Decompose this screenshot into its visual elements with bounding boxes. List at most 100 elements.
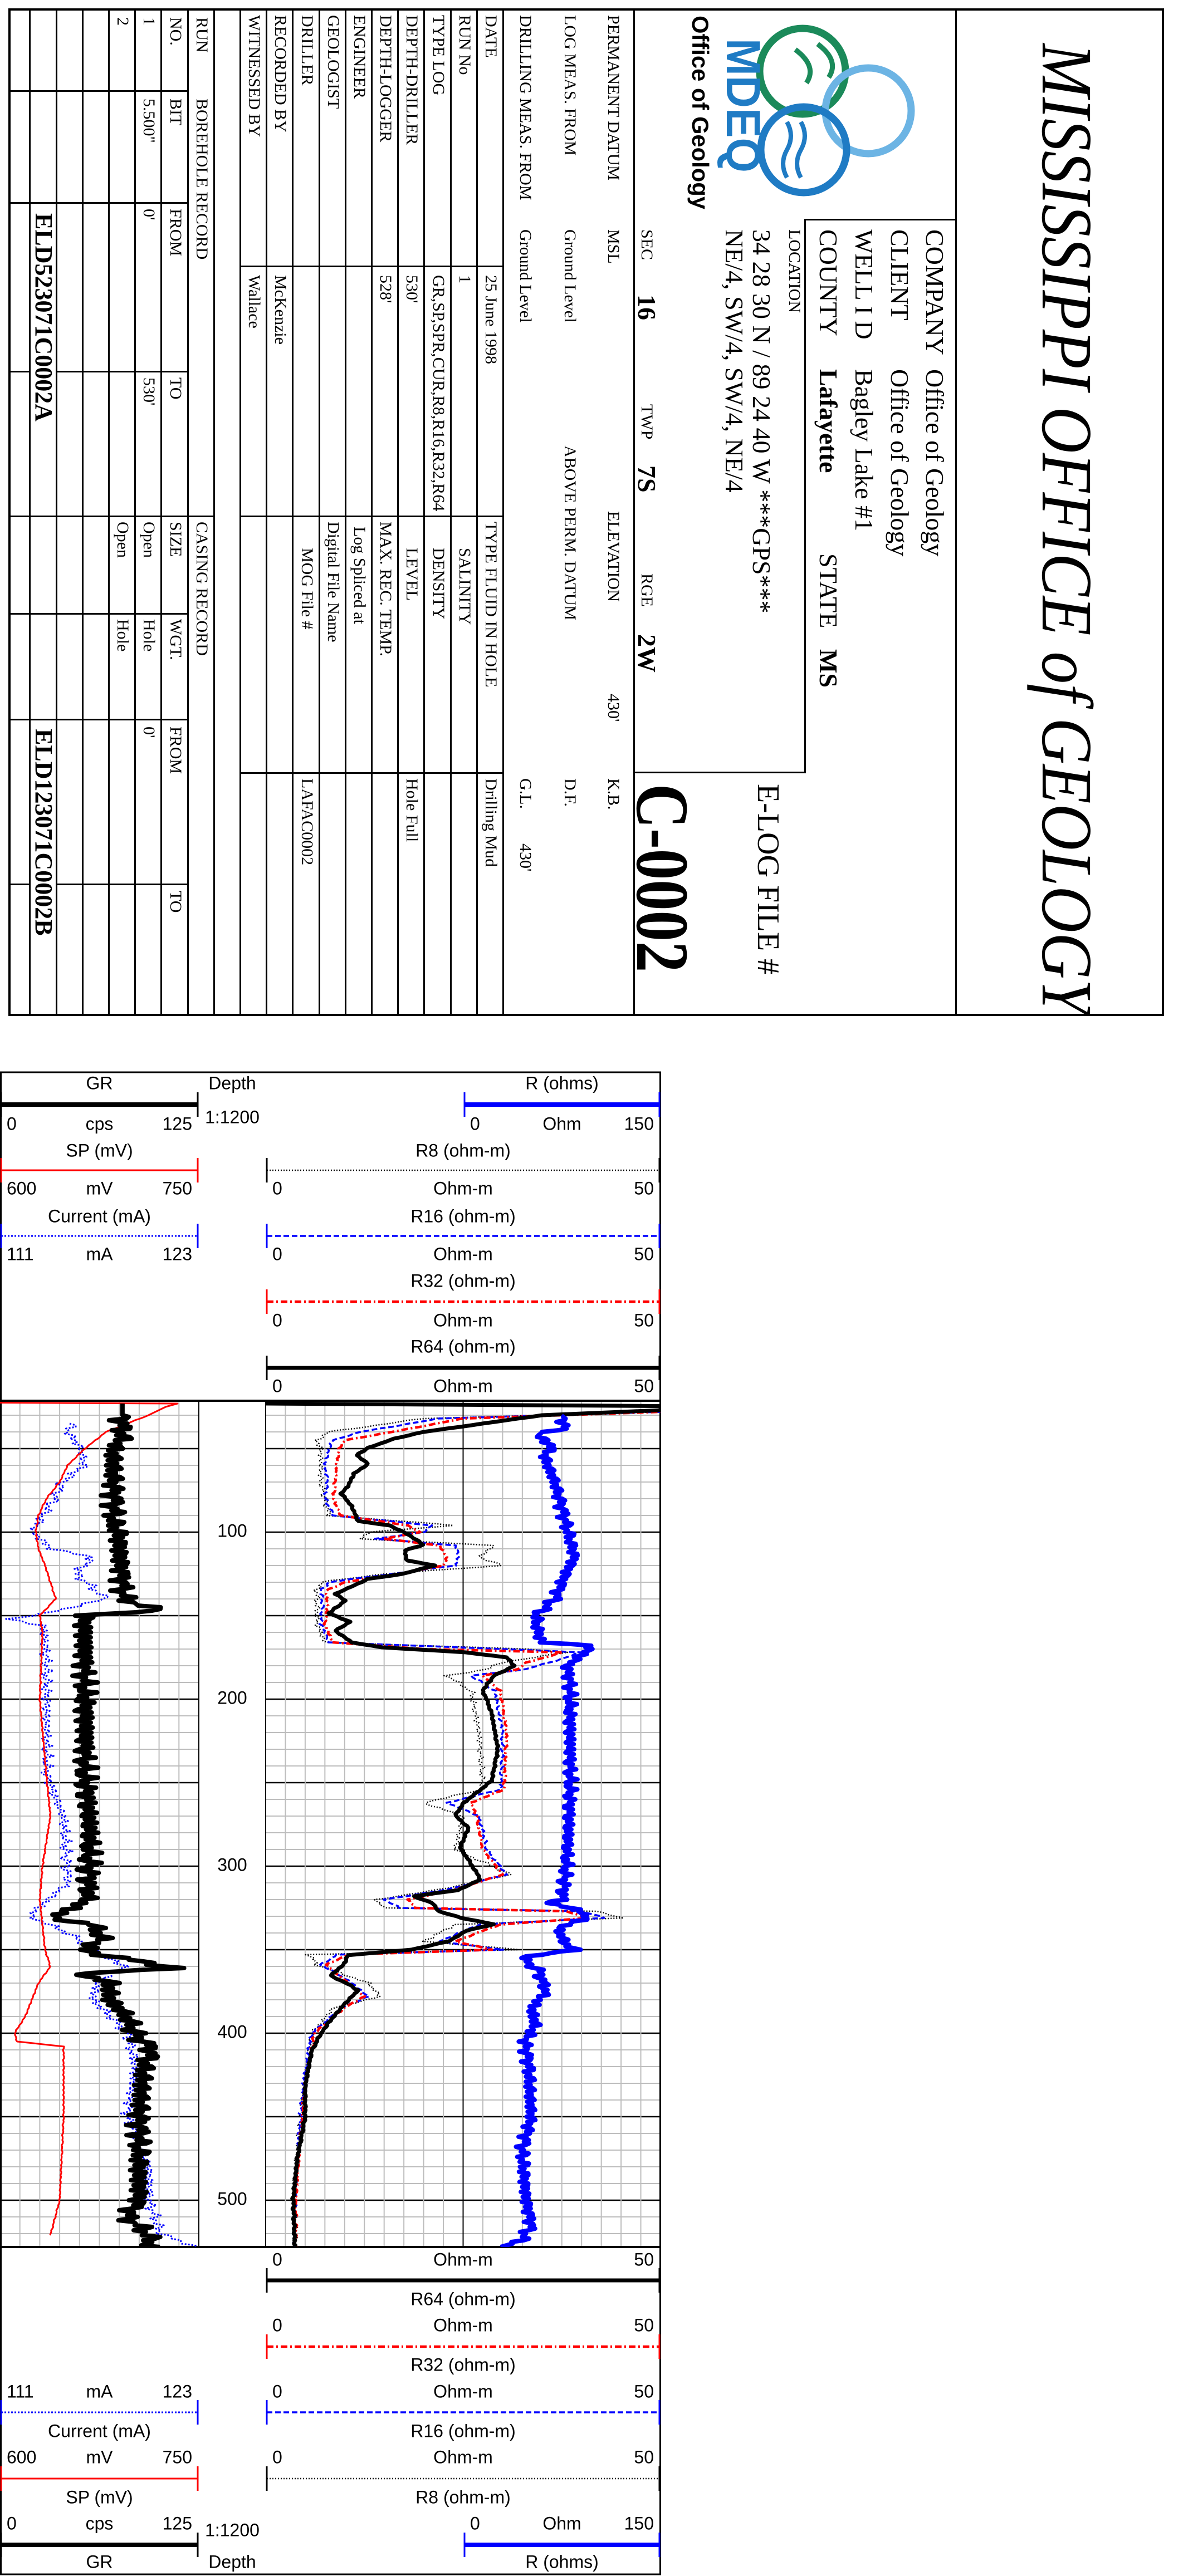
run-label: RUN bbox=[192, 17, 211, 53]
elevation-label: ELEVATION bbox=[604, 511, 623, 602]
scale-title: R8 (ohm-m) bbox=[415, 2487, 511, 2507]
column-line bbox=[241, 266, 504, 267]
column-line bbox=[110, 884, 136, 885]
info-value: 25 June 1998 bbox=[482, 275, 500, 364]
row-line bbox=[371, 11, 373, 1014]
scale-r16-bottom: R16 (ohm-m) 0 Ohm-m 50 bbox=[266, 2381, 661, 2441]
column-line bbox=[241, 772, 504, 774]
info-value: McKenzie bbox=[271, 275, 290, 345]
row-line bbox=[449, 11, 452, 1014]
elog-file-number: C-0002 bbox=[620, 784, 703, 973]
location-label: LOCATION bbox=[785, 229, 804, 313]
drilling-meas-label: DRILLING MEAS. FROM bbox=[516, 15, 535, 200]
twp-label: TWP bbox=[638, 404, 656, 440]
column-line bbox=[83, 202, 110, 204]
company-value: Office of Geology bbox=[921, 369, 949, 557]
row-line bbox=[476, 11, 478, 1014]
borehole-record-title: BOREHOLE RECORD bbox=[192, 99, 211, 260]
scale-max: 123 bbox=[163, 2381, 192, 2401]
scale-max: 50 bbox=[634, 2315, 654, 2335]
scale-r64-bottom: R64 (ohm-m) 0 Ohm-m 50 bbox=[266, 2249, 661, 2309]
scale-unit: Ohm-m bbox=[433, 1244, 493, 1264]
info-value: 1 bbox=[455, 275, 474, 283]
sec-label: SEC bbox=[638, 229, 656, 261]
depth-label: 300 bbox=[217, 1854, 247, 1875]
scale-min: 0 bbox=[272, 1310, 282, 1330]
above-perm-datum-label: ABOVE PERM. DATUM bbox=[561, 445, 579, 621]
column-line bbox=[162, 90, 189, 92]
column-line bbox=[31, 90, 57, 92]
column-line bbox=[11, 884, 31, 885]
scale-max: 750 bbox=[163, 1178, 192, 1198]
header-title: MISSISSIPPI OFFICE of GEOLOGY bbox=[1026, 43, 1107, 1015]
info-label: DEPTH-DRILLER bbox=[403, 15, 422, 145]
record-cell: 1 bbox=[140, 17, 159, 26]
gl-value: 430' bbox=[516, 843, 535, 872]
state-label: STATE bbox=[814, 553, 843, 629]
row-line bbox=[266, 11, 268, 1014]
record-cell: 0' bbox=[140, 209, 159, 220]
scale-min: 111 bbox=[7, 1244, 34, 1264]
divider bbox=[806, 219, 957, 220]
column-line bbox=[162, 202, 189, 204]
scale-unit: mA bbox=[86, 1244, 114, 1264]
scale-min: 111 bbox=[7, 2381, 34, 2401]
column-line bbox=[83, 90, 110, 92]
scale-min: 0 bbox=[272, 2249, 282, 2269]
scale-unit: cps bbox=[86, 2513, 114, 2533]
well-id-label: WELL I D bbox=[850, 229, 878, 340]
scale-title: R (ohms) bbox=[525, 1073, 599, 1093]
log-meas-label: LOG MEAS. FROM bbox=[561, 15, 579, 156]
column-line bbox=[110, 516, 136, 517]
info-label: MOG File # bbox=[297, 548, 316, 630]
log-header-panel: MISSISSIPPI OFFICE of GEOLOGY MDEQ Offic… bbox=[8, 8, 1164, 1016]
column-line bbox=[57, 90, 84, 92]
record-cell: 530' bbox=[140, 377, 159, 406]
location-coords: 34 28 30 N / 89 24 40 W ***GPS*** bbox=[747, 229, 776, 614]
scale-r16-top: R16 (ohm-m) 0 Ohm-m 50 bbox=[266, 1206, 661, 1264]
column-line bbox=[136, 90, 163, 92]
info-label: Digital File Name bbox=[324, 522, 343, 642]
scale-title: Current (mA) bbox=[48, 1206, 151, 1226]
info-label: RUN No bbox=[455, 15, 474, 75]
scale-max: 50 bbox=[634, 1376, 654, 1396]
location-quarters: NE/4, SW/4, SW/4, NE/4 bbox=[720, 229, 749, 493]
rge-label: RGE bbox=[638, 573, 656, 607]
county-label: COUNTY bbox=[814, 229, 843, 336]
df-label: D.F. bbox=[561, 778, 579, 807]
scale-unit: Ohm-m bbox=[433, 2447, 493, 2467]
info-value: 530' bbox=[403, 275, 422, 303]
scale-title: R8 (ohm-m) bbox=[415, 1140, 511, 1160]
column-line bbox=[162, 516, 189, 517]
record-column-header: SIZE bbox=[166, 522, 185, 557]
curve-r32 bbox=[266, 1402, 661, 2247]
drilling-meas-value: Ground Level bbox=[516, 229, 535, 323]
elog-file-label: E-LOG FILE # bbox=[751, 784, 785, 975]
column-line bbox=[110, 371, 136, 372]
scale-max: 50 bbox=[634, 1244, 654, 1264]
scale-sp-bottom: SP (mV) 600 mV 750 bbox=[0, 2447, 199, 2507]
header-landscape: MISSISSIPPI OFFICE of GEOLOGY MDEQ Offic… bbox=[11, 11, 1162, 1014]
scale-unit: Ohm-m bbox=[433, 1178, 493, 1198]
depth-scale-bottom: 1:1200 bbox=[205, 2520, 260, 2540]
record-column-header: FROM bbox=[166, 727, 185, 774]
scale-max: 123 bbox=[163, 1244, 192, 1264]
rge-value: 2W bbox=[633, 634, 661, 673]
row-line bbox=[108, 11, 110, 1014]
scale-title: R16 (ohm-m) bbox=[410, 1206, 515, 1226]
scale-max: 150 bbox=[624, 1113, 654, 1134]
curve-r64 bbox=[266, 1401, 661, 2247]
info-label: RECORDED BY bbox=[271, 15, 290, 133]
scale-unit: mA bbox=[86, 2381, 114, 2401]
column-line bbox=[11, 613, 31, 615]
record-column-header: TO bbox=[166, 891, 185, 913]
permanent-datum-label: PERMANENT DATUM bbox=[604, 15, 623, 180]
scale-title: R16 (ohm-m) bbox=[410, 2421, 515, 2441]
depth-label: 400 bbox=[217, 2021, 247, 2042]
scale-min: 0 bbox=[470, 1113, 480, 1134]
scale-min: 0 bbox=[470, 2513, 480, 2533]
company-label: COMPANY bbox=[921, 229, 949, 355]
record-cell: 0' bbox=[140, 727, 159, 738]
scale-unit: mV bbox=[86, 2447, 114, 2467]
row-line bbox=[239, 11, 241, 1014]
